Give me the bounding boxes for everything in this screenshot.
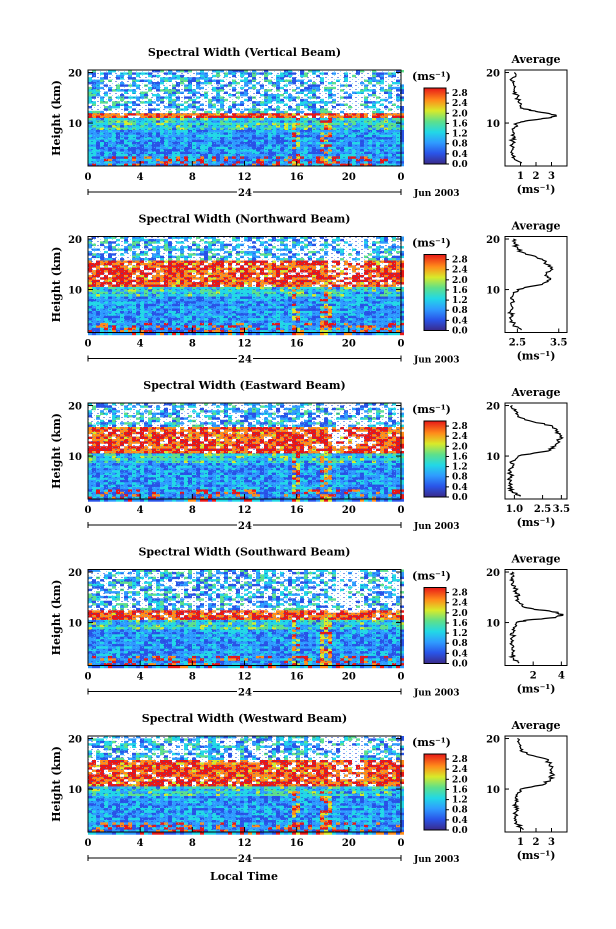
colorbar-tick-label: 1.6 <box>452 119 468 129</box>
heatmap-cell <box>400 96 404 100</box>
colorbar <box>423 87 447 165</box>
heatmap-cell <box>400 79 404 83</box>
heatmap-cell <box>400 70 404 73</box>
date-label: Jun 2003 <box>413 189 460 199</box>
heatmap-cell <box>400 151 404 155</box>
heatmap-cell <box>400 137 404 140</box>
heatmap-cell <box>400 89 404 92</box>
heatmap-cell <box>400 127 404 131</box>
heatmap-cell <box>400 98 404 102</box>
heatmap-cell <box>400 144 404 148</box>
heatmap-cell <box>400 106 404 109</box>
x-tick-label: 20 <box>342 172 356 183</box>
heatmap-cell <box>400 86 404 90</box>
average-unit: (ms⁻¹) <box>517 183 556 196</box>
colorbar-tick-label: 2.4 <box>452 99 468 109</box>
x-tick-label: 16 <box>290 172 304 183</box>
heatmap-cell <box>400 120 404 124</box>
x-tick-label: 0 <box>398 172 405 183</box>
heatmap-cell <box>400 110 404 114</box>
heatmap-cell <box>400 103 404 107</box>
colorbar-tick-label: 0.8 <box>452 140 468 150</box>
heatmap-cell <box>400 108 404 112</box>
heatmap-cell <box>400 134 404 138</box>
colorbar-tick-label: 2.0 <box>452 109 468 119</box>
x-tick-label: 8 <box>189 172 196 183</box>
heatmap-cell <box>400 82 404 85</box>
y-tick-label: 10 <box>68 119 82 130</box>
colorbar-tick-label: 2.8 <box>452 89 468 99</box>
avg-x-tick-label: 3 <box>548 171 555 182</box>
heatmap-cell <box>400 113 404 116</box>
heatmap-cell <box>400 115 404 119</box>
heatmap-cell <box>400 156 404 160</box>
x-tick-label: 0 <box>85 172 92 183</box>
heatmap-cell <box>400 77 404 80</box>
average-title: Average <box>510 53 560 66</box>
heatmap-cell <box>400 94 404 97</box>
panel-title: Spectral Width (Vertical Beam) <box>148 46 341 59</box>
heatmap-cell <box>400 132 404 136</box>
heatmap-cell <box>400 146 404 150</box>
x-tick-label: 12 <box>238 172 252 183</box>
heatmap-cell <box>400 139 404 143</box>
colorbar-tick-label: 0.4 <box>452 150 468 160</box>
avg-x-tick-label: 1 <box>517 171 524 182</box>
colorbar-tick-label: 0.0 <box>452 160 468 170</box>
colorbar-unit: (ms⁻¹) <box>412 70 451 83</box>
heatmap-cell <box>400 91 404 95</box>
heatmap-cell <box>400 118 404 121</box>
y-tick-label: 20 <box>68 69 82 80</box>
heatmap-cell <box>400 72 404 76</box>
panel-title: Spectral Width (Northward Beam) <box>139 213 351 226</box>
heatmap-cell <box>400 74 404 78</box>
heatmap-cell <box>400 125 404 128</box>
y-axis-label: Height (km) <box>50 80 63 156</box>
x-tick-label: 4 <box>137 172 144 183</box>
colorbar-tick-label: 1.2 <box>452 130 468 140</box>
heatmap-cell <box>400 142 404 145</box>
avg-y-tick-label: 10 <box>486 119 500 130</box>
average-frame <box>504 69 568 167</box>
heatmap-cell <box>400 84 404 88</box>
heatmap-cell <box>400 122 404 126</box>
panel-0: Spectral Width (Vertical Beam)1020Height… <box>50 46 568 199</box>
x-axis-label: Local Time <box>210 870 278 883</box>
heatmap-cell <box>400 154 404 157</box>
heatmap-cell <box>400 149 404 152</box>
avg-x-tick-label: 2 <box>533 171 540 182</box>
date-day: 24 <box>238 188 252 199</box>
panel-1: Spectral Width (Northward Beam)1020Heigh… <box>50 213 568 366</box>
heatmap-texture <box>88 70 401 166</box>
heatmap-cell <box>400 130 404 133</box>
avg-y-tick-label: 20 <box>486 69 500 80</box>
heatmap-cell <box>400 101 404 104</box>
